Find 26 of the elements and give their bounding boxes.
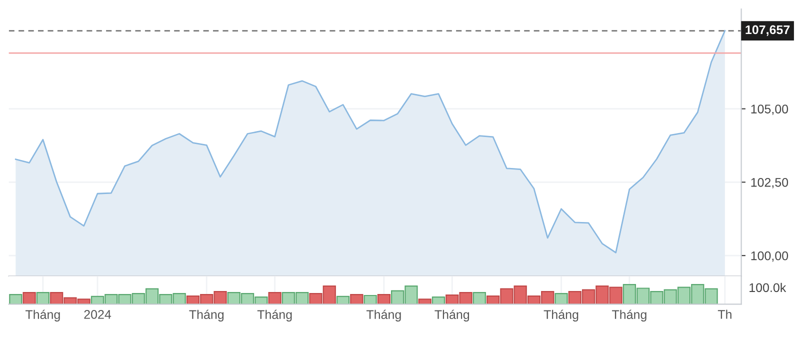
bar [336, 296, 350, 304]
ref-line-label: 107,657 [746, 25, 790, 36]
bar [268, 292, 282, 304]
bar [377, 294, 390, 304]
y-tick-label: 100,00 [751, 251, 788, 262]
bar [36, 292, 50, 304]
x-tick-label: Tháng [257, 310, 292, 322]
bar [554, 292, 568, 304]
x-tick-label: Th [718, 310, 732, 319]
y-tick-label: 105,00 [751, 104, 788, 115]
x-tick-label: Tháng [434, 310, 470, 322]
bar [364, 294, 377, 304]
bar [350, 294, 364, 304]
bar [22, 292, 36, 304]
x-tick-label: 2024 [84, 310, 112, 319]
x-tick-label: Tháng [544, 310, 578, 322]
x-tick-label: Tháng [189, 310, 224, 322]
x-tick-label: Tháng [612, 310, 646, 322]
y-tick-label: 102,50 [751, 178, 788, 188]
bar [9, 294, 22, 304]
bar [418, 298, 432, 304]
bar [432, 296, 446, 304]
x-tick-label: Tháng [26, 310, 60, 322]
bar [472, 292, 486, 304]
x-tick-label: Tháng [366, 310, 401, 322]
text: 100.0k [750, 282, 786, 292]
